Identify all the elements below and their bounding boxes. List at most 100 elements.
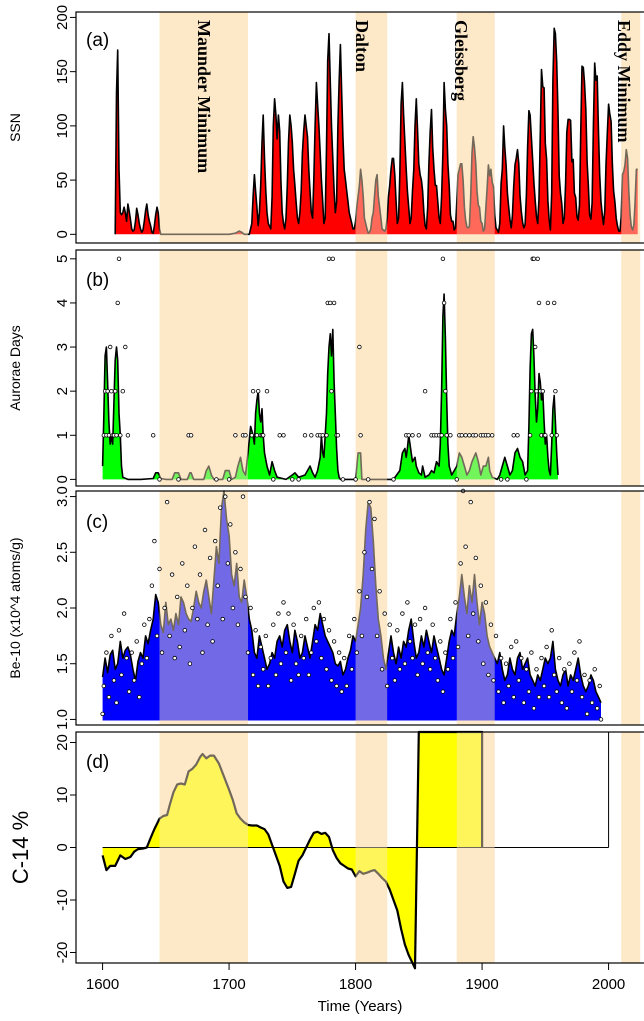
series-area-2 bbox=[102, 491, 601, 721]
data-point bbox=[139, 661, 144, 666]
data-point bbox=[422, 605, 428, 611]
y-tick-label: 100 bbox=[54, 113, 71, 138]
data-point bbox=[106, 433, 112, 438]
data-point bbox=[116, 628, 122, 633]
data-point bbox=[587, 678, 592, 683]
minimum-band-overlay-0-0 bbox=[159, 12, 249, 243]
data-point bbox=[192, 544, 198, 549]
data-point bbox=[459, 433, 464, 438]
data-point bbox=[142, 622, 147, 627]
data-point bbox=[496, 689, 501, 694]
data-point bbox=[533, 344, 538, 350]
data-point bbox=[263, 633, 268, 639]
y-tick-label: -10 bbox=[54, 889, 71, 911]
data-point bbox=[115, 300, 120, 306]
data-point bbox=[157, 566, 162, 572]
minimum-band-overlay-2-3 bbox=[621, 491, 641, 725]
data-point bbox=[107, 344, 113, 350]
data-point bbox=[352, 616, 357, 622]
data-point bbox=[390, 655, 395, 661]
data-point bbox=[121, 611, 127, 616]
data-point bbox=[144, 655, 149, 661]
data-point bbox=[488, 622, 494, 627]
data-point bbox=[258, 644, 263, 650]
data-point bbox=[514, 639, 519, 644]
data-point bbox=[288, 678, 294, 683]
data-point bbox=[417, 616, 423, 622]
data-point bbox=[400, 611, 405, 616]
data-point bbox=[243, 433, 248, 438]
y-tick-label: 50 bbox=[54, 172, 71, 189]
data-point bbox=[564, 706, 569, 711]
data-point bbox=[531, 256, 537, 261]
minimum-band-overlay-0-1 bbox=[355, 12, 388, 243]
data-point bbox=[410, 433, 415, 438]
data-point bbox=[230, 605, 236, 611]
data-point bbox=[405, 600, 410, 605]
data-point bbox=[445, 667, 451, 672]
data-point bbox=[105, 389, 110, 394]
y-tick-label: -20 bbox=[54, 942, 71, 964]
data-point bbox=[553, 389, 558, 394]
data-point bbox=[299, 633, 304, 639]
data-point bbox=[277, 433, 282, 438]
data-point bbox=[422, 389, 428, 394]
data-point bbox=[592, 667, 597, 672]
data-point bbox=[463, 544, 468, 549]
series-line-1 bbox=[101, 293, 559, 481]
data-point bbox=[546, 694, 552, 700]
y-tick-label: 10 bbox=[54, 787, 71, 804]
y-tick-label: 3 bbox=[54, 343, 71, 351]
minimum-band-0-0 bbox=[159, 12, 249, 243]
y-tick-label: 200 bbox=[54, 5, 71, 30]
data-point bbox=[362, 550, 367, 555]
data-point bbox=[443, 389, 448, 394]
data-point bbox=[162, 605, 167, 611]
data-point bbox=[535, 256, 540, 261]
data-point bbox=[137, 694, 142, 700]
data-point bbox=[301, 655, 306, 661]
x-axis-label: Time (Years) bbox=[318, 998, 403, 1015]
data-point bbox=[506, 683, 511, 689]
series-line-3 bbox=[101, 730, 484, 970]
data-point bbox=[521, 700, 526, 705]
data-point bbox=[430, 622, 435, 627]
data-point bbox=[490, 433, 495, 438]
data-point bbox=[536, 300, 542, 306]
panel-label: (b) bbox=[86, 270, 109, 291]
data-point bbox=[450, 655, 456, 661]
data-point bbox=[582, 672, 587, 678]
data-point bbox=[527, 433, 533, 438]
x-tick-label: 1800 bbox=[339, 976, 372, 993]
data-point bbox=[379, 667, 385, 672]
data-point bbox=[531, 706, 537, 711]
data-point bbox=[293, 661, 299, 666]
data-point bbox=[149, 583, 155, 588]
data-point bbox=[526, 689, 532, 694]
data-point bbox=[486, 433, 491, 438]
data-point bbox=[357, 589, 362, 594]
data-point bbox=[228, 522, 233, 527]
data-point bbox=[245, 650, 251, 655]
data-point bbox=[264, 389, 270, 394]
data-point bbox=[364, 594, 370, 600]
minimum-label: Gleissberg bbox=[451, 20, 471, 101]
data-point bbox=[243, 594, 248, 600]
data-point bbox=[278, 661, 284, 666]
data-point bbox=[463, 433, 468, 438]
data-point bbox=[106, 694, 112, 700]
data-point bbox=[190, 605, 195, 611]
y-tick-label: 3.0 bbox=[54, 486, 71, 507]
data-point bbox=[109, 389, 114, 394]
data-point bbox=[304, 616, 309, 622]
data-point bbox=[503, 661, 509, 666]
data-point bbox=[329, 678, 334, 683]
y-tick-label: 150 bbox=[54, 59, 71, 84]
data-point bbox=[281, 433, 286, 438]
data-point bbox=[519, 655, 524, 661]
data-point bbox=[544, 644, 549, 650]
data-point bbox=[357, 344, 362, 350]
data-point bbox=[335, 433, 341, 438]
data-point bbox=[534, 389, 539, 394]
